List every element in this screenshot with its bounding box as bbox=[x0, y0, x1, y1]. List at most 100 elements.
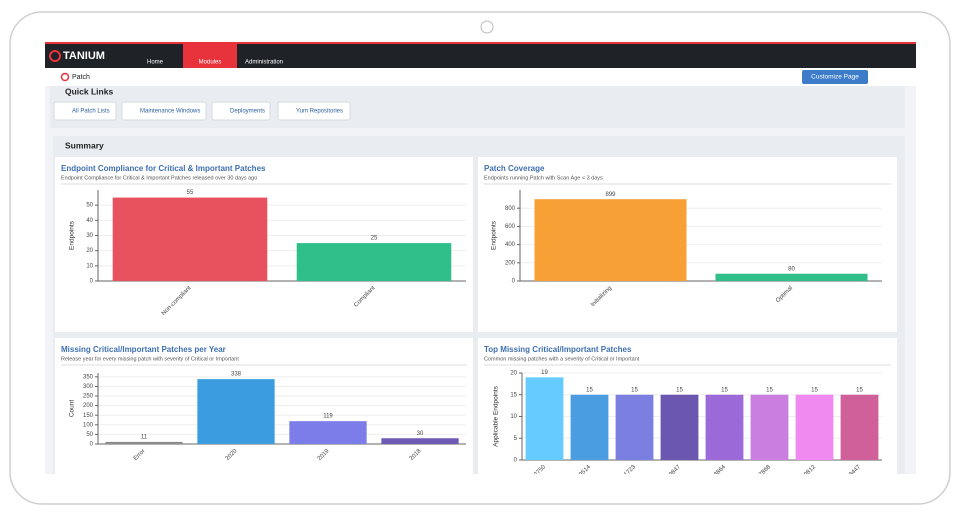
y-tick-label: 10 bbox=[510, 414, 517, 420]
y-tick-label: 250 bbox=[83, 394, 94, 400]
brand: TANIUM bbox=[63, 50, 105, 62]
bar bbox=[105, 441, 183, 444]
y-tick-label: 40 bbox=[86, 218, 93, 224]
y-tick-label: 400 bbox=[505, 242, 516, 248]
quick-link-label[interactable]: Maintenance Windows bbox=[140, 109, 200, 115]
y-axis-label: Count bbox=[69, 400, 76, 418]
bar bbox=[840, 394, 879, 460]
quick-link[interactable] bbox=[211, 101, 271, 121]
bar bbox=[112, 197, 268, 281]
y-tick-label: 300 bbox=[83, 384, 94, 390]
sub-bar bbox=[45, 68, 916, 86]
y-tick-label: 30 bbox=[86, 233, 93, 239]
quick-link-label[interactable]: Yum Repositories bbox=[296, 109, 343, 115]
chart-title: Top Missing Critical/Important Patches bbox=[484, 345, 632, 354]
chart-subtitle: Release year for every missing patch wit… bbox=[61, 356, 239, 362]
y-tick-label: 5 bbox=[514, 436, 518, 442]
value-label: 15 bbox=[721, 387, 728, 393]
y-axis-label: Applicable Endpoints bbox=[493, 385, 500, 446]
y-tick-label: 20 bbox=[510, 371, 517, 377]
y-tick-label: 0 bbox=[90, 442, 94, 448]
quick-link[interactable] bbox=[121, 101, 207, 121]
y-tick-label: 0 bbox=[512, 279, 516, 285]
customize-button[interactable] bbox=[802, 70, 868, 84]
bar bbox=[615, 394, 654, 460]
bar bbox=[795, 394, 834, 460]
bar bbox=[296, 243, 452, 281]
x-tick-label: 2750 bbox=[533, 464, 547, 478]
y-tick-label: 600 bbox=[505, 224, 516, 230]
x-tick-label: 3447 bbox=[848, 464, 862, 478]
nav-item[interactable]: Modules bbox=[199, 60, 222, 66]
y-tick-label: 350 bbox=[83, 374, 94, 380]
y-tick-label: 50 bbox=[86, 203, 93, 209]
bar bbox=[570, 394, 609, 460]
y-axis-label: Endpoints bbox=[69, 220, 76, 250]
y-axis-label: Endpoints bbox=[491, 220, 498, 250]
value-label: 55 bbox=[187, 190, 194, 196]
quick-links-title: Quick Links bbox=[65, 86, 113, 96]
value-label: 19 bbox=[541, 370, 548, 376]
y-tick-label: 50 bbox=[86, 432, 93, 438]
y-tick-label: 0 bbox=[90, 279, 94, 285]
accent bbox=[45, 42, 916, 44]
quick-link[interactable] bbox=[53, 101, 117, 121]
y-tick-label: 20 bbox=[86, 248, 93, 254]
chart-title: Patch Coverage bbox=[484, 164, 545, 173]
quick-link-label[interactable]: All Patch Lists bbox=[72, 109, 110, 115]
x-tick-label: 7868 bbox=[758, 464, 772, 478]
bar bbox=[289, 421, 367, 444]
camera bbox=[480, 20, 494, 34]
logo bbox=[49, 50, 61, 62]
chart-title: Endpoint Compliance for Critical & Impor… bbox=[61, 164, 266, 173]
value-label: 15 bbox=[856, 387, 863, 393]
y-tick-label: 10 bbox=[86, 263, 93, 269]
bar bbox=[197, 379, 275, 444]
patch-icon bbox=[60, 72, 70, 82]
x-tick-label: 9812 bbox=[803, 464, 817, 478]
value-label: 119 bbox=[323, 414, 333, 420]
quick-link-label[interactable]: Deployments bbox=[230, 109, 265, 115]
value-label: 338 bbox=[231, 372, 242, 378]
x-tick-label: 1723 bbox=[623, 464, 637, 478]
value-label: 25 bbox=[371, 236, 378, 242]
summary-title: Summary bbox=[65, 140, 104, 150]
nav-active bbox=[183, 44, 237, 68]
quick-link[interactable] bbox=[277, 101, 351, 121]
y-tick-label: 150 bbox=[83, 413, 94, 419]
nav-item[interactable]: Administration bbox=[245, 60, 283, 66]
x-tick-label: 9847 bbox=[668, 464, 682, 478]
value-label: 15 bbox=[586, 387, 593, 393]
bar bbox=[534, 199, 687, 281]
value-label: 30 bbox=[417, 431, 424, 437]
chart-subtitle: Endpoint Compliance for Critical & Impor… bbox=[61, 175, 257, 181]
chart-subtitle: Endpoints running Patch with Scan Age < … bbox=[484, 175, 603, 181]
bar bbox=[715, 273, 868, 281]
bar bbox=[705, 394, 744, 460]
nav-item[interactable]: Home bbox=[147, 60, 164, 66]
value-label: 15 bbox=[811, 387, 818, 393]
page-title: Patch bbox=[72, 74, 90, 81]
chart-subtitle: Common missing patches with a severity o… bbox=[484, 356, 640, 362]
y-tick-label: 200 bbox=[83, 403, 94, 409]
y-tick-label: 0 bbox=[514, 458, 518, 464]
value-label: 899 bbox=[605, 192, 616, 198]
y-tick-label: 100 bbox=[83, 422, 94, 428]
value-label: 80 bbox=[788, 266, 795, 272]
customize-label[interactable]: Customize Page bbox=[811, 74, 859, 81]
bar bbox=[381, 438, 459, 444]
x-tick-label: 9514 bbox=[578, 464, 592, 478]
chart-title: Missing Critical/Important Patches per Y… bbox=[61, 345, 226, 354]
bar bbox=[750, 394, 789, 460]
bar bbox=[660, 394, 699, 460]
value-label: 15 bbox=[766, 387, 773, 393]
top-bar bbox=[45, 44, 916, 68]
y-tick-label: 200 bbox=[505, 260, 516, 266]
y-tick-label: 15 bbox=[510, 392, 517, 398]
value-label: 15 bbox=[676, 387, 683, 393]
value-label: 11 bbox=[141, 434, 148, 440]
value-label: 15 bbox=[631, 387, 638, 393]
bar bbox=[525, 377, 564, 460]
